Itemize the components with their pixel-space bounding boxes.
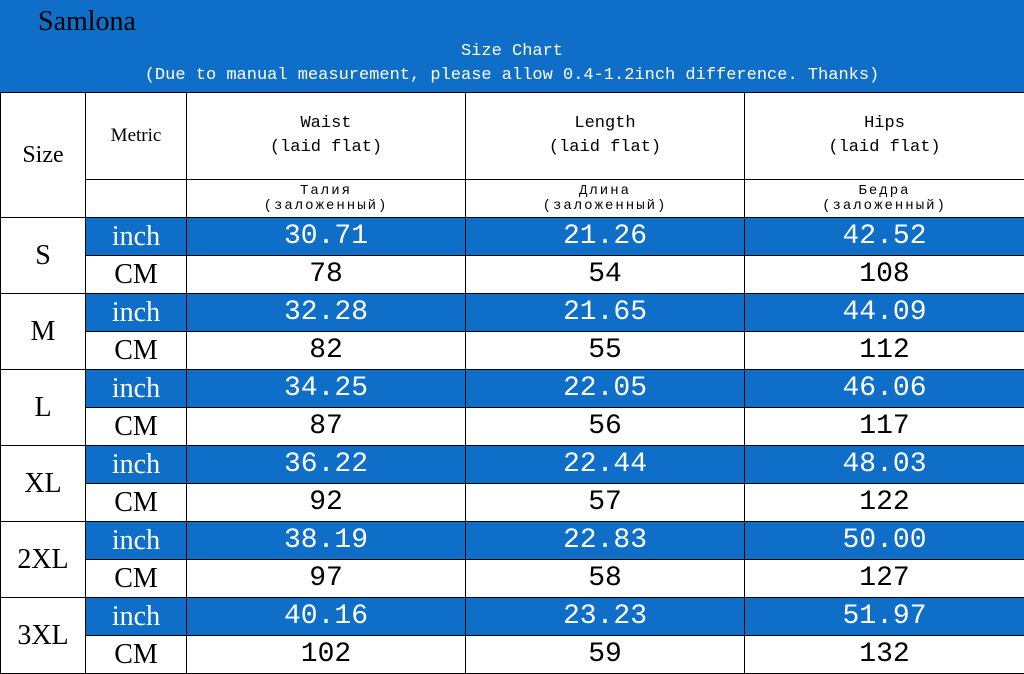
cm-value-cell: 127 xyxy=(745,560,1024,598)
column-ru-sub: (заложенный) xyxy=(745,199,1024,214)
size-label: M xyxy=(1,294,86,370)
russian-header-row: Талия (заложенный) Длина (заложенный) Бе… xyxy=(1,180,1024,218)
column-ru-name: Бедра xyxy=(745,184,1024,199)
column-sub: (laid flat) xyxy=(466,136,744,160)
inch-value-cell: 46.06 xyxy=(745,370,1024,408)
inch-value-cell: 50.00 xyxy=(745,522,1024,560)
cm-value-cell: 59 xyxy=(466,636,745,674)
size-label: L xyxy=(1,370,86,446)
size-label: 3XL xyxy=(1,598,86,674)
waist-header: Waist (laid flat) xyxy=(187,93,466,180)
cm-value-cell: 55 xyxy=(466,332,745,370)
cm-value-cell: 97 xyxy=(187,560,466,598)
cm-value-cell: 102 xyxy=(187,636,466,674)
header-row: Size Metric Waist (laid flat) Length (la… xyxy=(1,93,1024,180)
inch-value-cell: 38.19 xyxy=(187,522,466,560)
metric-cm-label: CM xyxy=(86,484,187,522)
metric-inch-label: inch xyxy=(86,218,187,256)
inch-value-cell: 30.71 xyxy=(187,218,466,256)
hips-header: Hips (laid flat) xyxy=(745,93,1024,180)
size-label: XL xyxy=(1,446,86,522)
column-ru-name: Талия xyxy=(187,184,465,199)
inch-value-cell: 34.25 xyxy=(187,370,466,408)
inch-value-cell: 36.22 xyxy=(187,446,466,484)
metric-inch-label: inch xyxy=(86,598,187,636)
metric-cm-label: CM xyxy=(86,332,187,370)
inch-value-cell: 22.05 xyxy=(466,370,745,408)
cm-value-cell: 87 xyxy=(187,408,466,446)
column-sub: (laid flat) xyxy=(187,136,465,160)
chart-header: Samlona Size Chart (Due to manual measur… xyxy=(0,0,1024,92)
inch-value-cell: 40.16 xyxy=(187,598,466,636)
waist-ru-header: Талия (заложенный) xyxy=(187,180,466,218)
inch-value-cell: 42.52 xyxy=(745,218,1024,256)
length-ru-header: Длина (заложенный) xyxy=(466,180,745,218)
inch-value-cell: 23.23 xyxy=(466,598,745,636)
cm-value-cell: 78 xyxy=(187,256,466,294)
cm-value-cell: 92 xyxy=(187,484,466,522)
column-name: Hips xyxy=(745,112,1024,136)
size-label: 2XL xyxy=(1,522,86,598)
inch-value-cell: 21.26 xyxy=(466,218,745,256)
inch-value-cell: 22.44 xyxy=(466,446,745,484)
inch-value-cell: 51.97 xyxy=(745,598,1024,636)
cm-value-cell: 82 xyxy=(187,332,466,370)
column-name: Waist xyxy=(187,112,465,136)
metric-cm-label: CM xyxy=(86,636,187,674)
inch-value-cell: 21.65 xyxy=(466,294,745,332)
hips-ru-header: Бедра (заложенный) xyxy=(745,180,1024,218)
column-sub: (laid flat) xyxy=(745,136,1024,160)
cm-value-cell: 56 xyxy=(466,408,745,446)
inch-value-cell: 48.03 xyxy=(745,446,1024,484)
metric-cm-label: CM xyxy=(86,256,187,294)
column-name: Length xyxy=(466,112,744,136)
inch-value-cell: 22.83 xyxy=(466,522,745,560)
length-header: Length (laid flat) xyxy=(466,93,745,180)
column-ru-sub: (заложенный) xyxy=(187,199,465,214)
metric-cm-label: CM xyxy=(86,408,187,446)
cm-value-cell: 122 xyxy=(745,484,1024,522)
metric-inch-label: inch xyxy=(86,370,187,408)
metric-header: Metric xyxy=(86,93,187,180)
column-ru-name: Длина xyxy=(466,184,744,199)
size-label: S xyxy=(1,218,86,294)
size-header: Size xyxy=(1,93,86,218)
metric-inch-label: inch xyxy=(86,522,187,560)
cm-value-cell: 112 xyxy=(745,332,1024,370)
cm-value-cell: 54 xyxy=(466,256,745,294)
inch-value-cell: 44.09 xyxy=(745,294,1024,332)
metric-cm-label: CM xyxy=(86,560,187,598)
cm-value-cell: 132 xyxy=(745,636,1024,674)
cm-value-cell: 58 xyxy=(466,560,745,598)
inch-value-cell: 32.28 xyxy=(187,294,466,332)
cm-value-cell: 57 xyxy=(466,484,745,522)
metric-inch-label: inch xyxy=(86,446,187,484)
cm-value-cell: 117 xyxy=(745,408,1024,446)
size-table: Size Metric Waist (laid flat) Length (la… xyxy=(0,92,1024,674)
metric-blank-cell xyxy=(86,180,187,218)
brand-name: Samlona xyxy=(38,6,136,38)
chart-title: Size Chart xyxy=(0,42,1024,61)
column-ru-sub: (заложенный) xyxy=(466,199,744,214)
cm-value-cell: 108 xyxy=(745,256,1024,294)
measurement-note: (Due to manual measurement, please allow… xyxy=(0,66,1024,85)
metric-inch-label: inch xyxy=(86,294,187,332)
